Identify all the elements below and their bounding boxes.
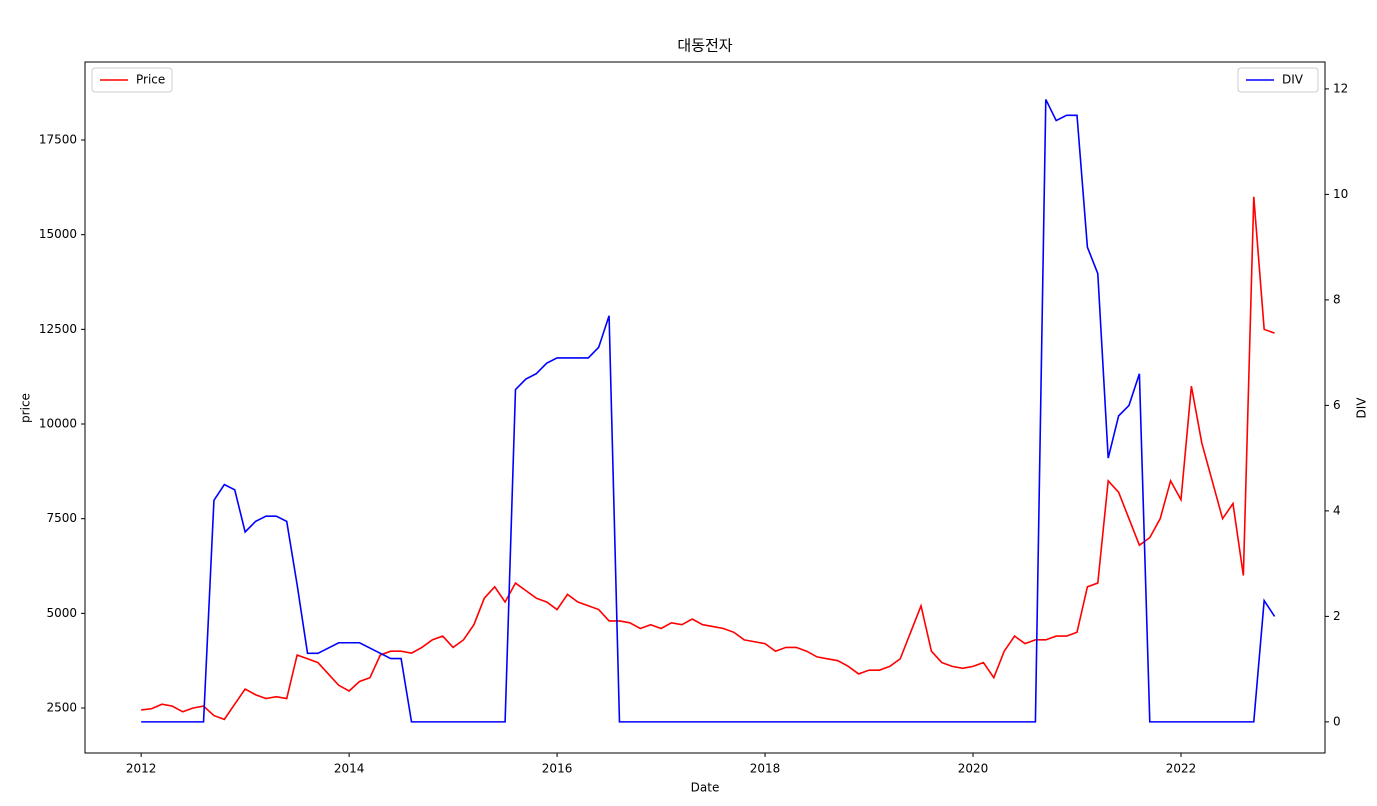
plot-frame [84,61,1326,754]
legend-box [91,67,173,93]
legend-box [1237,67,1319,93]
x-tick-label: 2020 [958,762,989,776]
y-tick-label: 12500 [39,322,77,336]
y-tick-label: 5000 [46,606,77,620]
y2-tick-label: 4 [1333,503,1341,517]
y-axis-label: price [19,393,33,423]
y2-axis-label: DIV [1355,397,1369,419]
data-line [141,196,1275,721]
y2-tick-label: 8 [1333,292,1341,306]
y2-tick-label: 12 [1333,81,1348,95]
y2-tick-label: 2 [1333,609,1341,623]
legend-label: Price [136,73,165,87]
y-tick-label: 10000 [39,417,77,431]
y-tick-label: 15000 [39,227,77,241]
y2-tick-label: 6 [1333,398,1341,412]
data-line [141,99,1276,723]
x-tick-label: 2022 [1166,762,1197,776]
x-tick-label: 2016 [542,762,573,776]
y2-tick-label: 0 [1333,714,1341,728]
y-tick-label: 7500 [46,511,77,525]
x-axis-label: Date [691,781,720,795]
y-tick-label: 17500 [39,133,77,147]
legend-label: DIV [1282,73,1304,87]
y-tick-label: 2500 [46,701,77,715]
chart-title: 대동전자 [677,37,732,55]
x-tick-label: 2012 [126,762,157,776]
y2-tick-label: 10 [1333,187,1348,201]
x-tick-label: 2018 [750,762,781,776]
x-tick-label: 2014 [334,762,365,776]
